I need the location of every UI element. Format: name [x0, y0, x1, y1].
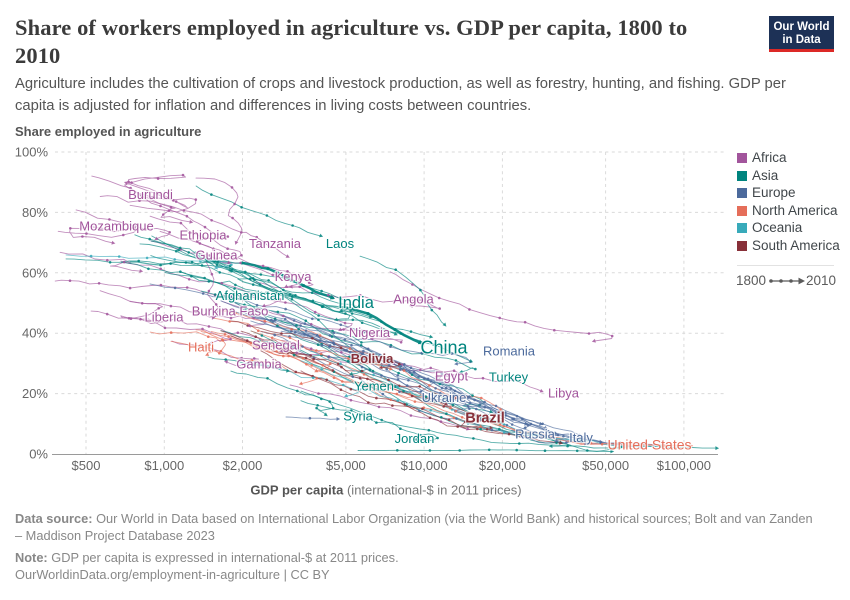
svg-text:Russia: Russia — [515, 427, 556, 442]
svg-text:Burkina Faso: Burkina Faso — [192, 304, 269, 319]
svg-text:Ukraine: Ukraine — [422, 390, 467, 405]
svg-text:Angola: Angola — [393, 292, 434, 307]
svg-text:Laos: Laos — [326, 236, 355, 251]
svg-text:$500: $500 — [72, 458, 101, 473]
svg-text:$1,000: $1,000 — [144, 458, 184, 473]
svg-text:Gambia: Gambia — [236, 357, 282, 372]
svg-text:Syria: Syria — [343, 409, 373, 424]
svg-text:$10,000: $10,000 — [401, 458, 448, 473]
svg-text:Jordan: Jordan — [395, 431, 435, 446]
svg-text:$100,000: $100,000 — [657, 458, 711, 473]
svg-text:20%: 20% — [22, 386, 48, 401]
svg-text:GDP per capita (international-: GDP per capita (international-$ in 2011 … — [250, 482, 521, 497]
svg-text:Mozambique: Mozambique — [79, 219, 153, 234]
svg-text:United States: United States — [607, 437, 691, 453]
svg-text:$5,000: $5,000 — [326, 458, 366, 473]
svg-text:Burundi: Burundi — [128, 187, 173, 202]
svg-text:Liberia: Liberia — [144, 310, 184, 325]
svg-text:India: India — [338, 294, 375, 312]
svg-text:Libya: Libya — [548, 386, 580, 401]
svg-text:Italy: Italy — [569, 430, 593, 445]
svg-text:$20,000: $20,000 — [479, 458, 526, 473]
svg-text:Kenya: Kenya — [275, 269, 313, 284]
svg-text:60%: 60% — [22, 265, 48, 280]
svg-text:$50,000: $50,000 — [582, 458, 629, 473]
svg-text:Afghanistan: Afghanistan — [216, 288, 285, 303]
svg-text:100%: 100% — [15, 145, 49, 160]
svg-text:Turkey: Turkey — [489, 370, 529, 385]
svg-text:80%: 80% — [22, 205, 48, 220]
svg-text:0%: 0% — [29, 447, 48, 462]
svg-text:Ethiopia: Ethiopia — [180, 228, 228, 243]
svg-text:Bolivia: Bolivia — [351, 351, 394, 366]
svg-text:Senegal: Senegal — [252, 338, 300, 353]
svg-text:Haiti: Haiti — [188, 340, 214, 355]
svg-text:Tanzania: Tanzania — [249, 236, 302, 251]
svg-text:Guinea: Guinea — [196, 248, 239, 263]
svg-text:Brazil: Brazil — [465, 411, 505, 427]
svg-text:China: China — [420, 338, 468, 358]
svg-text:Egypt: Egypt — [435, 369, 469, 384]
svg-text:Yemen: Yemen — [354, 379, 394, 394]
svg-text:Nigeria: Nigeria — [349, 325, 391, 340]
svg-text:$2,000: $2,000 — [223, 458, 263, 473]
svg-text:40%: 40% — [22, 326, 48, 341]
svg-text:Romania: Romania — [483, 344, 536, 359]
